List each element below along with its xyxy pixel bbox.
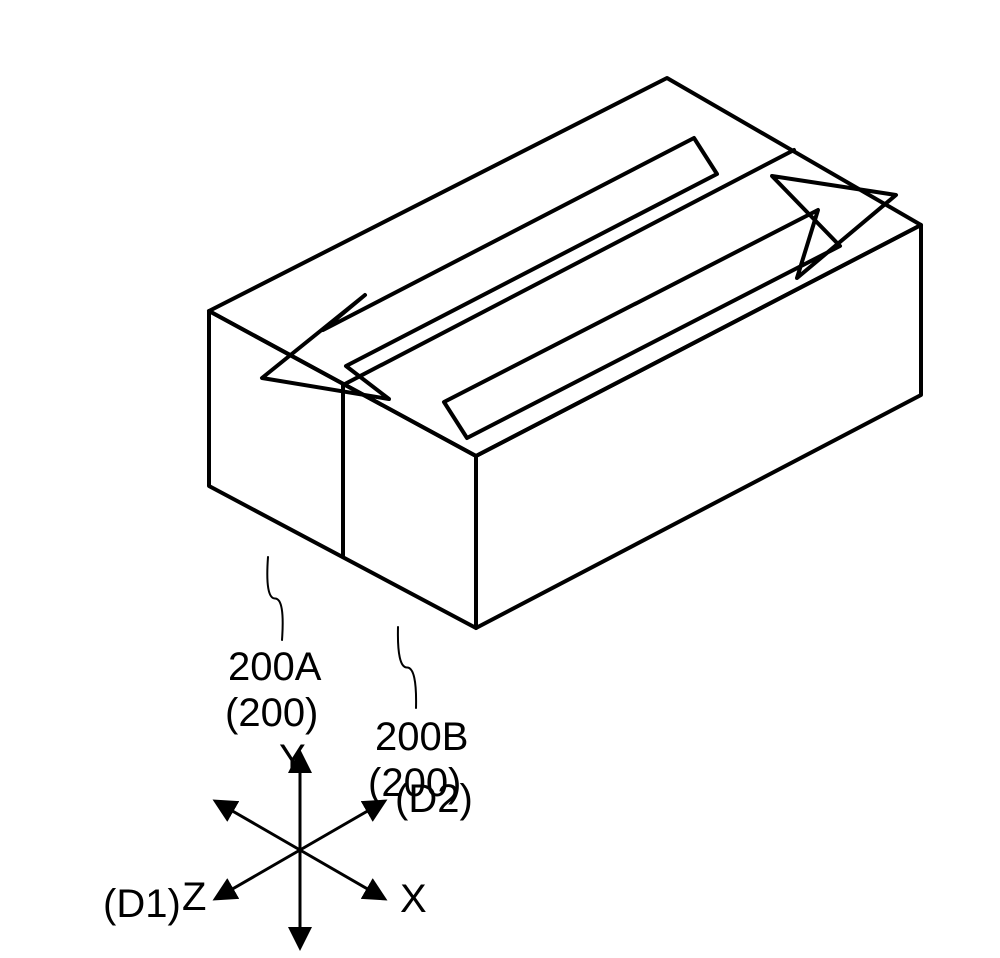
svg-text:X: X	[400, 877, 427, 921]
svg-text:(D1): (D1)	[103, 882, 181, 926]
svg-text:Y: Y	[279, 737, 306, 781]
svg-text:200A: 200A	[228, 645, 322, 689]
svg-text:(200): (200)	[225, 691, 318, 735]
svg-text:Z: Z	[182, 875, 206, 919]
svg-text:(D2): (D2)	[395, 777, 473, 821]
svg-text:200B: 200B	[375, 715, 468, 759]
